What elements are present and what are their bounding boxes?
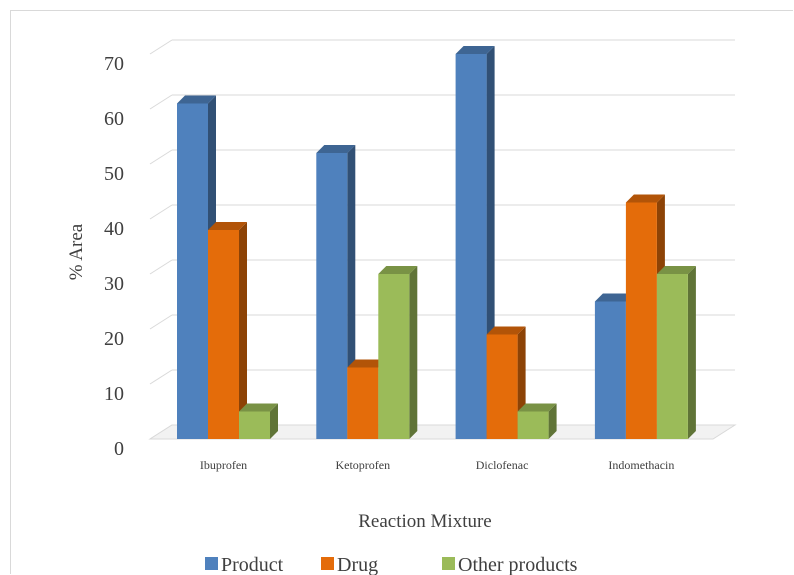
- bar-front: [455, 54, 487, 439]
- bar-front: [239, 411, 270, 439]
- gridline-diagonal: [149, 314, 173, 330]
- bars: [177, 46, 696, 439]
- bar-front: [517, 411, 549, 439]
- bar: [378, 266, 418, 439]
- y-tick-label: 60: [104, 108, 124, 130]
- legend-item: Drug: [321, 554, 378, 575]
- bar-side: [548, 403, 557, 439]
- y-tick-label: 50: [104, 163, 124, 185]
- bar-top: [378, 266, 418, 274]
- x-axis-title: Reaction Mixture: [358, 511, 492, 532]
- legend-label: Product: [221, 554, 284, 575]
- bar-side: [270, 403, 278, 439]
- y-tick-labels: 0 10 20 30 40 50 60 70: [104, 53, 124, 460]
- gridline-diagonal: [149, 259, 173, 275]
- x-tick-label: Ibuprofen: [200, 458, 247, 472]
- legend-item: Other products: [442, 554, 578, 575]
- bar-top: [625, 194, 665, 203]
- bar-front: [378, 274, 410, 439]
- bar-top: [347, 359, 387, 368]
- bar: [239, 403, 278, 439]
- bar-top: [316, 145, 356, 153]
- bar-top: [486, 326, 526, 335]
- bar-front: [625, 202, 657, 439]
- legend-swatch: [205, 557, 218, 570]
- bar-front: [316, 153, 348, 439]
- gridline-diagonal: [149, 94, 173, 110]
- x-tick-label: Diclofenac: [476, 458, 529, 472]
- legend-label: Drug: [337, 554, 378, 575]
- bar-top: [239, 403, 278, 412]
- y-tick-label: 10: [104, 383, 124, 405]
- y-tick-label: 70: [104, 53, 124, 75]
- bar: [177, 95, 216, 439]
- bar-front: [347, 367, 379, 439]
- legend-label: Other products: [458, 554, 578, 575]
- bar-front: [177, 103, 208, 439]
- legend-item: Product: [205, 554, 284, 575]
- bar-front: [594, 301, 626, 439]
- y-tick-label: 40: [104, 218, 124, 240]
- gridline-diagonal: [149, 204, 173, 220]
- y-axis-title: % Area: [66, 223, 87, 280]
- bar-side: [239, 222, 247, 439]
- bar-top: [455, 46, 495, 54]
- gridline-diagonal: [149, 369, 173, 385]
- bar-top: [656, 266, 696, 274]
- y-tick-label: 0: [114, 438, 124, 460]
- gridline-diagonal: [149, 39, 173, 55]
- gridline-diagonal: [149, 149, 173, 165]
- bar-front: [208, 230, 239, 439]
- legend-swatch: [321, 557, 334, 570]
- bar-front: [656, 274, 688, 439]
- legend: Product Drug Other products: [205, 554, 578, 575]
- x-tick-label: Ketoprofen: [335, 458, 390, 472]
- y-tick-label: 20: [104, 328, 124, 350]
- x-tick-labels: Ibuprofen Ketoprofen Diclofenac Indomethaci…: [200, 458, 675, 472]
- chart-frame: [10, 10, 793, 574]
- bar: [208, 222, 247, 439]
- legend-swatch: [442, 557, 455, 570]
- bar-front: [486, 334, 518, 439]
- bar-top: [517, 403, 557, 412]
- bar: [486, 326, 526, 439]
- x-tick-label: Indomethacin: [608, 458, 674, 472]
- bar-side: [687, 266, 696, 439]
- bar: [656, 266, 696, 439]
- bar-top: [177, 95, 216, 104]
- bar-side: [409, 266, 418, 439]
- bar-top: [594, 293, 634, 302]
- bar: [517, 403, 557, 439]
- y-tick-label: 30: [104, 273, 124, 295]
- bar-top: [208, 222, 247, 230]
